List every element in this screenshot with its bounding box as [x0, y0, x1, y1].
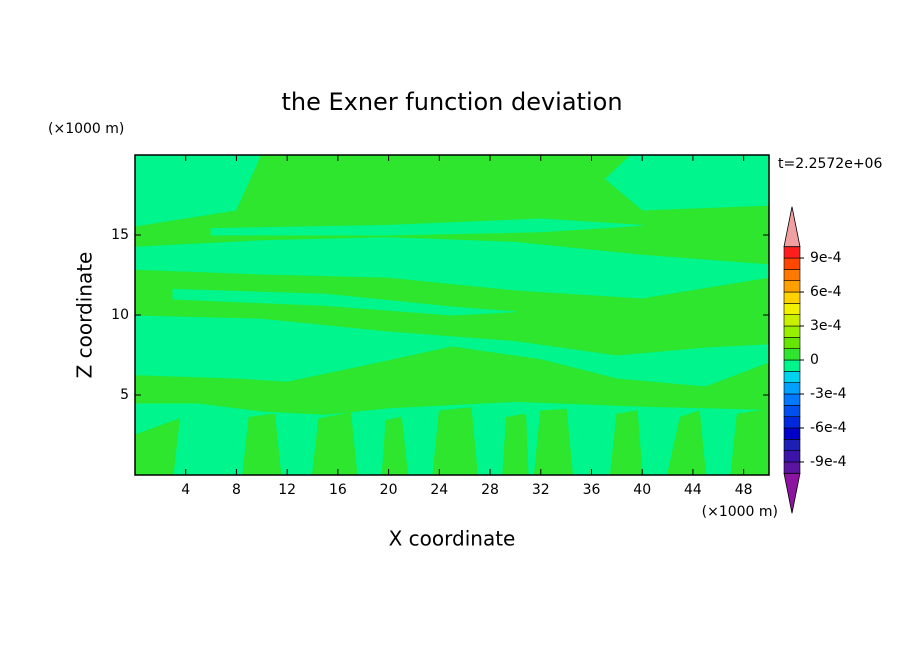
y-unit: (×1000 m) [48, 121, 124, 137]
contour-region [242, 413, 282, 475]
y-axis-label: Z coordinate [73, 252, 97, 379]
x-tick-label: 44 [684, 482, 702, 498]
x-axis-label: X coordinate [389, 527, 516, 551]
x-unit: (×1000 m) [702, 504, 778, 520]
colorbar-tick-label: 9e-4 [810, 250, 842, 266]
contour-region [381, 416, 409, 475]
colorbar-band [783, 291, 801, 304]
x-tick-label: 12 [278, 482, 296, 498]
x-tick-label: 16 [329, 482, 347, 498]
colorbar-band [783, 280, 801, 293]
x-tick-label: 24 [430, 482, 448, 498]
colorbar-tick-label: -3e-4 [810, 386, 847, 402]
contour-region [502, 413, 529, 475]
contour-region [210, 218, 643, 236]
colorbar-band [783, 427, 801, 440]
contour-region [730, 408, 769, 475]
colorbar-band [783, 348, 801, 361]
x-tick-label: 32 [532, 482, 550, 498]
colorbar-band [783, 405, 801, 417]
contour-region [533, 408, 573, 475]
colorbar-band [783, 359, 801, 372]
colorbar-band [783, 371, 801, 383]
colorbar-band [783, 325, 801, 338]
x-tick-label: 40 [633, 482, 651, 498]
colorbar-band [783, 439, 801, 451]
contour-region [312, 412, 358, 475]
contour-region [172, 288, 516, 316]
contour-field [135, 155, 769, 475]
chart-title: the Exner function deviation [281, 88, 622, 116]
x-tick-label: 28 [481, 482, 499, 498]
x-tick-label: 8 [232, 482, 241, 498]
colorbar-tick-label: -9e-4 [810, 454, 847, 470]
x-tick-label: 4 [181, 482, 190, 498]
colorbar-tick-label: 3e-4 [810, 318, 842, 334]
colorbar-band [783, 450, 801, 463]
colorbar-band [783, 246, 801, 259]
y-tick-label: 15 [111, 227, 129, 243]
contour-region [135, 155, 769, 265]
y-tick-label: 10 [111, 307, 129, 323]
x-tick-label: 36 [583, 482, 601, 498]
contour-region [135, 418, 180, 475]
colorbar-tick-label: 6e-4 [810, 284, 842, 300]
y-tick-label: 5 [120, 387, 129, 403]
colorbar-band [783, 257, 801, 270]
colorbar-band [783, 382, 801, 395]
colorbar-under [783, 472, 801, 514]
colorbar-band [783, 337, 801, 349]
colorbar-band [783, 269, 801, 281]
contour-region [135, 346, 769, 415]
x-tick-label: 20 [380, 482, 398, 498]
contour-region [667, 410, 707, 475]
colorbar-over [783, 206, 801, 248]
x-tick-label: 48 [735, 482, 753, 498]
contour-region [609, 410, 643, 475]
contour-region [432, 407, 478, 475]
colorbar-tick-label: 0 [810, 352, 819, 368]
time-label: t=2.2572e+06 [778, 156, 882, 172]
colorbar-band [783, 314, 801, 327]
colorbar-band [783, 393, 801, 406]
colorbar-band [783, 416, 801, 429]
colorbar-tick-label: -6e-4 [810, 420, 847, 436]
colorbar-band [783, 461, 801, 474]
colorbar-band [783, 303, 801, 315]
